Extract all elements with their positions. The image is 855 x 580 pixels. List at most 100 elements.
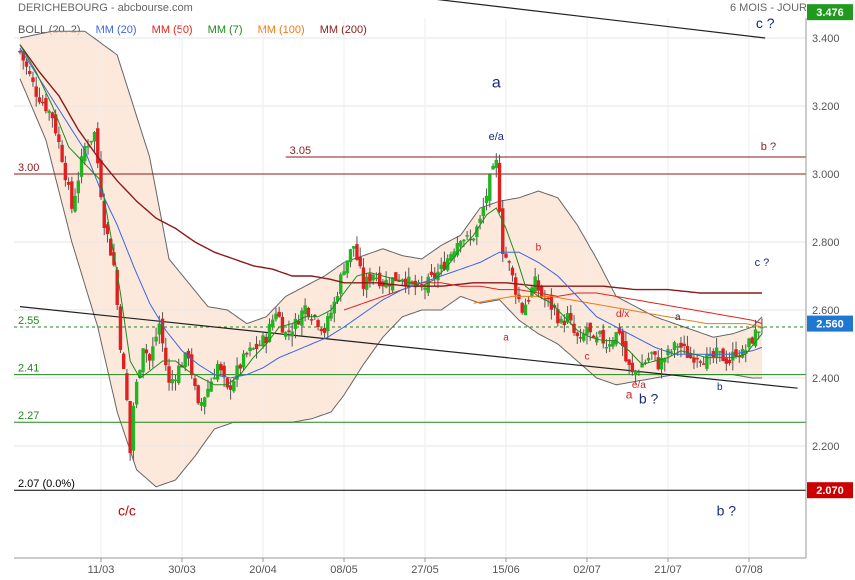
- candle-body: [507, 261, 511, 263]
- candle-body: [173, 379, 178, 382]
- y-tick-label: 2.600: [812, 305, 840, 317]
- candle-body: [86, 146, 90, 148]
- candle-body: [614, 332, 618, 345]
- wave-label-3: c ?: [756, 15, 775, 31]
- candle-body: [66, 181, 71, 185]
- candle-body: [160, 318, 165, 344]
- wave-label-10: e/a: [632, 380, 646, 391]
- candle-body: [167, 366, 171, 383]
- candle-body: [303, 305, 307, 315]
- y-tick-label: 2.400: [812, 373, 840, 385]
- candle-body: [637, 371, 641, 374]
- level-label-4: 2.27: [18, 410, 39, 422]
- wave-label-11: a: [626, 387, 633, 401]
- candle-body: [73, 195, 77, 212]
- candle-body: [190, 354, 194, 375]
- price-tag-label-2: 2.070: [816, 485, 844, 497]
- candle-body: [261, 335, 265, 347]
- candle-body: [598, 331, 602, 335]
- x-tick-label: 20/04: [249, 564, 277, 576]
- candle-body: [394, 272, 398, 282]
- candle-body: [445, 258, 450, 271]
- candle-body: [698, 361, 703, 363]
- candle-body: [731, 351, 735, 361]
- candle-body: [215, 363, 220, 380]
- price-tag-label-1: 2.560: [816, 319, 844, 331]
- wave-label-6: d/x: [616, 309, 629, 320]
- wave-label-7: a: [503, 333, 509, 344]
- candle-body: [475, 226, 479, 238]
- candle-body: [624, 341, 628, 362]
- legend: BOLL (20, 2) MM (20) MM (50) MM (7) MM (…: [18, 24, 379, 36]
- candle-body: [543, 298, 547, 300]
- candle-body: [37, 97, 42, 103]
- candle-body: [109, 238, 113, 256]
- candle-body: [371, 274, 375, 281]
- candle-body: [653, 351, 657, 355]
- candle-body: [604, 346, 609, 349]
- candle-body: [141, 348, 145, 373]
- candle-body: [92, 132, 97, 142]
- candle-body: [640, 364, 644, 368]
- candle-body: [24, 61, 29, 67]
- candle-body: [228, 385, 233, 390]
- candle-body: [322, 327, 327, 333]
- candle-body: [643, 362, 648, 364]
- candle-body: [319, 328, 324, 332]
- candle-body: [151, 346, 155, 361]
- x-tick-label: 11/03: [88, 564, 115, 576]
- candle-body: [672, 342, 677, 351]
- candle-body: [565, 313, 570, 323]
- candle-body: [734, 349, 738, 357]
- candle-body: [705, 354, 709, 369]
- candle-body: [196, 385, 200, 404]
- candle-body: [157, 323, 162, 335]
- level-label-3: 2.41: [18, 363, 39, 375]
- candle-body: [60, 144, 64, 162]
- x-tick-label: 07/08: [735, 564, 763, 576]
- wave-label-9: a: [675, 312, 681, 323]
- candle-body: [348, 249, 353, 263]
- candle-body: [685, 345, 690, 358]
- candle-body: [633, 370, 638, 375]
- chart-period: 6 MOIS - JOUR: [729, 2, 807, 14]
- candle-body: [186, 350, 191, 359]
- x-tick-label: 02/07: [573, 564, 601, 576]
- y-tick-label: 2.800: [812, 237, 840, 249]
- candle-body: [335, 296, 340, 302]
- candle-body: [701, 363, 706, 365]
- candle-body: [258, 344, 262, 347]
- candle-body: [342, 271, 346, 275]
- candle-body: [112, 252, 116, 266]
- candle-body: [429, 271, 434, 275]
- candle-body: [692, 357, 696, 363]
- candle-body: [688, 353, 693, 359]
- candle-body: [488, 174, 492, 201]
- wave-label-4: c ?: [755, 257, 770, 269]
- candle-body: [287, 330, 291, 332]
- candle-body: [238, 364, 243, 369]
- bollinger-lower-line: [19, 78, 762, 488]
- candle-body: [96, 128, 100, 164]
- candle-body: [510, 267, 515, 276]
- legend-mm100: MM (100): [257, 24, 305, 36]
- candle-body: [374, 277, 379, 280]
- candle-body: [439, 264, 443, 270]
- candle-body: [326, 316, 330, 332]
- candle-body: [747, 338, 751, 348]
- candle-body: [183, 352, 187, 368]
- candle-body: [423, 287, 427, 290]
- candle-body: [131, 405, 136, 451]
- x-tick-label: 15/06: [492, 564, 520, 576]
- candle-body: [235, 365, 239, 380]
- candle-body: [339, 274, 343, 295]
- y-tick-label: 3.200: [812, 101, 840, 113]
- candle-body: [601, 329, 605, 344]
- candle-body: [47, 110, 51, 113]
- x-tick-label: 27/05: [411, 564, 439, 576]
- candle-body: [546, 297, 550, 300]
- candle-body: [740, 348, 745, 358]
- candle-body: [669, 351, 673, 353]
- candle-body: [465, 235, 469, 237]
- candle-body: [452, 251, 456, 258]
